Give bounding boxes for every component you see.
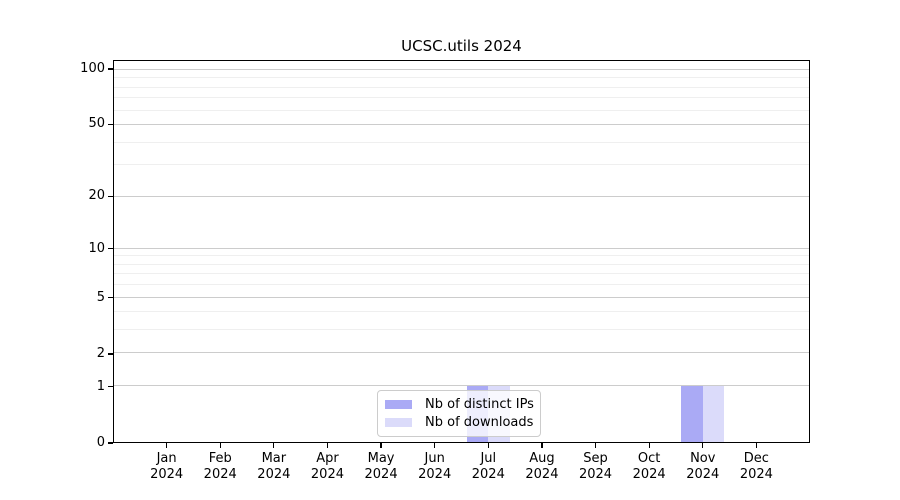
- x-tick-label: May 2024: [349, 451, 413, 482]
- x-tick-label-year: 2024: [203, 466, 237, 482]
- y-tick-mark: [108, 195, 113, 197]
- x-tick-label-month: Oct: [637, 451, 661, 466]
- x-tick-label-month: Sep: [583, 451, 608, 466]
- y-tick-label: 10: [88, 240, 105, 256]
- y-tick-mark: [108, 386, 113, 388]
- x-tick-label-year: 2024: [364, 466, 398, 482]
- x-tick-mark: [326, 443, 329, 448]
- x-tick-label-year: 2024: [257, 466, 291, 482]
- gridline-minor: [114, 273, 809, 275]
- gridline-minor: [114, 311, 809, 313]
- x-tick-mark: [487, 443, 489, 448]
- y-tick-label: 50: [88, 116, 105, 132]
- gridline-minor: [114, 77, 809, 79]
- x-tick-label-month: Mar: [261, 451, 287, 466]
- gridline-minor: [114, 263, 809, 265]
- gridline-minor: [114, 329, 809, 331]
- x-tick-mark: [166, 443, 168, 448]
- x-tick-label-month: Aug: [529, 451, 555, 466]
- gridline-major: [114, 247, 809, 249]
- x-tick-label-year: 2024: [686, 466, 720, 482]
- x-tick-label-year: 2024: [632, 466, 666, 482]
- gridline-minor: [114, 284, 809, 286]
- x-tick-label-month: Feb: [208, 451, 232, 466]
- x-tick-mark: [434, 443, 436, 448]
- x-tick-mark: [380, 443, 382, 448]
- x-tick-label: Feb 2024: [188, 451, 252, 482]
- gridline-minor: [114, 97, 809, 99]
- x-tick-label-year: 2024: [739, 466, 773, 482]
- gridline-minor: [114, 109, 809, 111]
- gridline-minor: [114, 141, 809, 143]
- x-tick-mark: [219, 443, 221, 448]
- gridline-minor: [114, 86, 809, 88]
- plot-area: [113, 60, 810, 443]
- x-tick-label-year: 2024: [525, 466, 559, 482]
- x-tick-mark: [541, 443, 543, 448]
- x-tick-label: Jun 2024: [403, 451, 467, 482]
- x-tick-label: Aug 2024: [510, 451, 574, 482]
- x-tick-label-month: Apr: [316, 451, 339, 466]
- x-tick-label: Sep 2024: [564, 451, 628, 482]
- y-tick-mark: [108, 353, 113, 355]
- x-tick-label-year: 2024: [471, 466, 505, 482]
- legend-label-downloads: Nb of downloads: [425, 415, 534, 430]
- gridline-minor: [114, 164, 809, 166]
- y-tick-label: 100: [80, 61, 105, 77]
- y-tick-mark: [108, 442, 113, 444]
- x-tick-label-month: Jun: [424, 451, 445, 466]
- y-tick-mark: [108, 248, 113, 250]
- x-tick-mark: [273, 443, 275, 448]
- x-tick-label: Jan 2024: [135, 451, 199, 482]
- x-tick-label-month: Jul: [480, 451, 497, 466]
- gridline-minor: [114, 255, 809, 257]
- x-tick-label-year: 2024: [310, 466, 344, 482]
- y-tick-label: 5: [96, 289, 105, 305]
- x-tick-label-month: Dec: [743, 451, 769, 466]
- x-tick-label: Dec 2024: [724, 451, 788, 482]
- y-tick-mark: [108, 297, 113, 299]
- x-tick-label-year: 2024: [578, 466, 613, 482]
- y-tick-label: 20: [88, 188, 105, 204]
- gridline-major: [114, 385, 809, 387]
- x-tick-label: Jul 2024: [456, 451, 520, 482]
- y-tick-label: 2: [96, 345, 105, 361]
- x-tick-mark: [648, 443, 650, 448]
- gridline-major: [114, 296, 809, 298]
- y-tick-mark: [108, 123, 113, 126]
- legend-label-distinct-ips: Nb of distinct IPs: [425, 397, 534, 412]
- x-tick-label-year: 2024: [418, 466, 452, 482]
- x-tick-label: Mar 2024: [242, 451, 306, 482]
- x-tick-mark: [594, 443, 597, 448]
- gridline-major: [114, 124, 809, 126]
- legend-swatch-downloads: [385, 418, 412, 427]
- x-tick-label-month: Jan: [156, 451, 177, 466]
- legend: Nb of distinct IPs Nb of downloads: [377, 390, 541, 437]
- legend-item-distinct-ips: Nb of distinct IPs: [385, 397, 540, 412]
- gridline-major: [114, 195, 809, 197]
- chart-title: UCSC.utils 2024: [401, 37, 522, 55]
- y-tick-label: 1: [96, 378, 105, 394]
- bar-distinct-ips-nov: [681, 386, 703, 442]
- x-tick-mark: [755, 443, 757, 448]
- x-tick-label-month: May: [367, 451, 395, 466]
- legend-item-downloads: Nb of downloads: [385, 415, 540, 430]
- x-tick-label-month: Nov: [690, 451, 716, 466]
- x-tick-label: Oct 2024: [617, 451, 681, 482]
- x-tick-label: Nov 2024: [671, 451, 735, 482]
- legend-swatch-distinct-ips: [385, 400, 412, 409]
- gridline-major: [114, 352, 809, 354]
- x-tick-label: Apr 2024: [295, 451, 359, 482]
- y-tick-label: 0: [96, 435, 105, 450]
- y-tick-mark: [108, 68, 113, 70]
- x-tick-mark: [702, 443, 704, 448]
- x-tick-label-year: 2024: [150, 466, 184, 482]
- bar-downloads-nov: [702, 386, 725, 442]
- gridline-major: [114, 69, 809, 71]
